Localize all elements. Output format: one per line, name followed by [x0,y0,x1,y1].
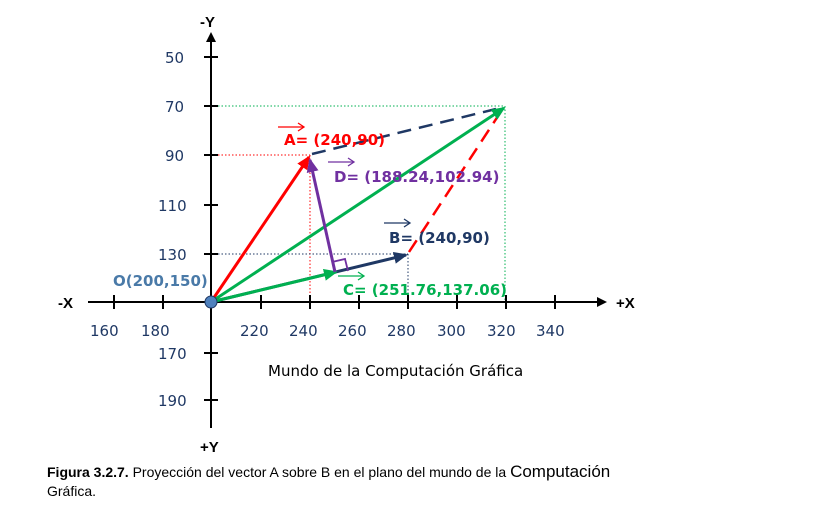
y-tick-label: 70 [165,98,184,116]
x-ticks [113,295,556,309]
vector-c-arrow [210,268,338,304]
label-d-value: = (188.24,102.94) [346,168,499,186]
label-a-letter: A [284,131,296,149]
y-tick-label: 50 [165,49,184,67]
vector-a-arrow [209,155,311,303]
x-tick-labels: 160 180 220 240 260 280 300 320 340 [90,322,565,340]
dashed-b-to-c [407,112,502,253]
y-neg-label: -Y [200,14,215,31]
x-tick-label: 180 [141,322,170,340]
svg-text:A= (240,90): A= (240,90) [284,131,385,149]
x-neg-label: -X [58,295,73,312]
y-tick-label: 190 [158,392,187,410]
label-b: B= (240,90) [384,218,490,247]
y-pos-label: +Y [200,439,219,456]
caption-text-large: Computación [510,462,611,481]
label-d-letter: D [334,168,346,186]
origin-point [204,295,218,309]
label-d: D= (188.24,102.94) [328,157,499,186]
label-a: A= (240,90) [278,122,385,149]
x-tick-label: 160 [90,322,119,340]
y-tick-label: 130 [158,246,187,264]
caption-end: Gráfica. [47,483,97,499]
x-tick-label: 240 [289,322,318,340]
label-a-value: = (240,90) [296,131,385,149]
dashed-a-to-c [311,107,497,156]
svg-text:C= (251.76,137.06): C= (251.76,137.06) [343,281,507,299]
vector-d-arrow [306,158,337,273]
caption-figure-number: Figura 3.2.7. [47,464,129,480]
label-b-letter: B [389,229,400,247]
x-tick-label: 260 [338,322,367,340]
world-label: Mundo de la Computación Gráfica [268,362,523,380]
x-tick-label: 300 [437,322,466,340]
x-tick-label: 280 [387,322,416,340]
y-tick-label: 170 [158,345,187,363]
y-ticks [204,56,218,401]
y-tick-labels: 50 70 90 110 130 170 190 [158,49,187,410]
origin-label: O(200,150) [113,272,208,290]
label-c-letter: C [343,281,354,299]
svg-text:D= (188.24,102.94): D= (188.24,102.94) [334,168,499,186]
x-tick-label: 320 [487,322,516,340]
x-pos-label: +X [616,295,635,312]
label-b-value: = (240,90) [400,229,489,247]
vector-sum-arrow [210,106,506,304]
x-tick-label: 220 [240,322,269,340]
caption-text: Proyección del vector A sobre B en el pl… [128,464,511,480]
label-c: C= (251.76,137.06) [338,271,507,299]
svg-text:B= (240,90): B= (240,90) [389,229,490,247]
y-tick-label: 90 [165,147,184,165]
label-c-value: = (251.76,137.06) [354,281,507,299]
right-angle-marker [331,257,349,272]
figure-caption: Figura 3.2.7. Proyección del vector A so… [47,462,787,501]
y-tick-label: 110 [158,197,187,215]
x-tick-label: 340 [536,322,565,340]
